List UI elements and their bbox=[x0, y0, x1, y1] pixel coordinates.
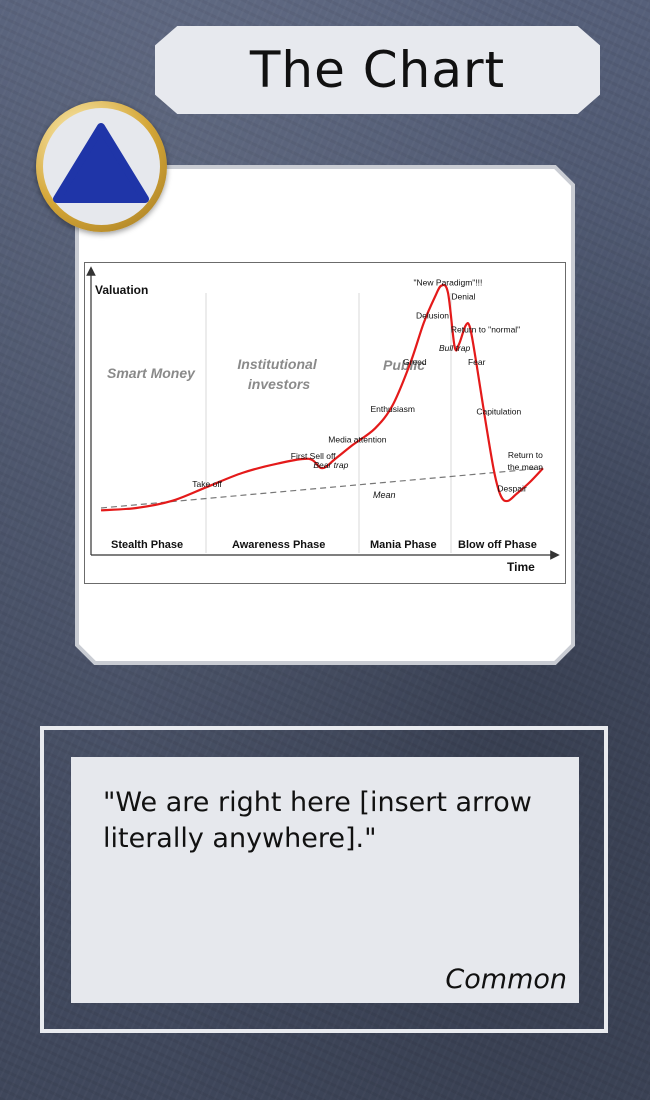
annotation-label-line: the mean bbox=[508, 462, 544, 472]
blue-triangle-icon bbox=[53, 123, 149, 203]
x-axis-label: Time bbox=[507, 560, 535, 574]
annotation-label: Capitulation bbox=[476, 406, 521, 416]
mean-line bbox=[100, 467, 544, 509]
y-axis-label: Valuation bbox=[95, 283, 148, 297]
rarity-label: Common bbox=[445, 964, 567, 995]
annotation-label: Bull trap bbox=[439, 343, 470, 353]
phase-label-stealth: Stealth Phase bbox=[111, 539, 183, 551]
annotation-label: Bear trap bbox=[313, 460, 348, 470]
annotation-label: Despair bbox=[497, 484, 526, 494]
group-label-institutional: Institutional investors bbox=[237, 356, 320, 392]
text-box-frame bbox=[40, 726, 608, 1033]
annotation-label: First Sell off bbox=[291, 451, 336, 461]
group-label-smart-money: Smart Money bbox=[107, 365, 196, 381]
phase-label-blowoff: Blow off Phase bbox=[458, 539, 537, 551]
group-label-institutional-line-1: Institutional bbox=[237, 356, 317, 372]
annotation-label: Denial bbox=[451, 292, 475, 302]
annotation-label: Enthusiasm bbox=[371, 404, 415, 414]
phase-label-awareness: Awareness Phase bbox=[232, 539, 325, 551]
annotation-label: Return to "normal" bbox=[451, 324, 520, 334]
flavor-text: "We are right here [insert arrow literal… bbox=[103, 787, 532, 854]
group-label-public: Public bbox=[383, 357, 425, 373]
card-title: The Chart bbox=[249, 41, 506, 99]
annotation-label: Delusion bbox=[416, 310, 449, 320]
chart-box: Valuation Time Stealth Phase Awareness P… bbox=[84, 262, 566, 584]
group-label-institutional-line-2: investors bbox=[248, 376, 310, 392]
annotation-label: Take off bbox=[192, 479, 222, 489]
valuation-curve bbox=[100, 283, 544, 512]
title-banner: The Chart bbox=[155, 26, 600, 114]
annotation-label: Return to the mean bbox=[508, 450, 544, 472]
annotation-label: Fear bbox=[468, 357, 486, 367]
text-box: "We are right here [insert arrow literal… bbox=[71, 757, 579, 1003]
set-symbol-badge bbox=[36, 101, 167, 232]
cycle-chart: Valuation Time Stealth Phase Awareness P… bbox=[86, 266, 560, 574]
phase-label-mania: Mania Phase bbox=[370, 539, 437, 551]
annotation-label: "New Paradigm"!!! bbox=[414, 278, 483, 288]
annotation-label-line: Return to bbox=[508, 450, 543, 460]
annotation-label: Media attention bbox=[328, 434, 386, 444]
mean-label: Mean bbox=[373, 490, 396, 500]
annotation-label: Greed bbox=[403, 357, 427, 367]
